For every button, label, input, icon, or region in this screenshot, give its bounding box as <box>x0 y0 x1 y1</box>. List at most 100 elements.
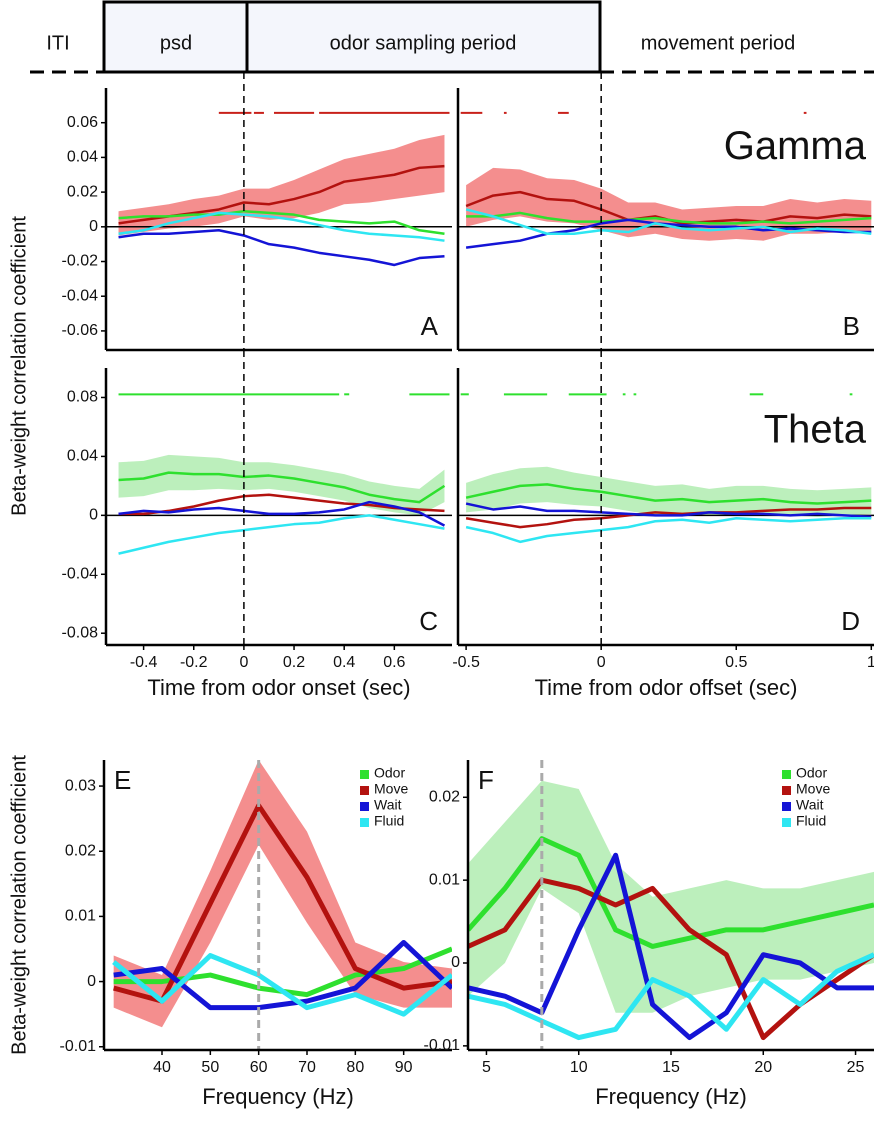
series-line <box>468 952 874 1041</box>
series-line <box>468 852 874 1041</box>
banner-box <box>102 0 602 74</box>
x-tick-label: -0.5 <box>452 654 480 671</box>
series-line <box>465 483 872 505</box>
legend-label: Odor <box>796 765 827 781</box>
x-axis-label: Time from odor onset (sec) <box>147 675 410 700</box>
y-tick-label: 0 <box>89 218 98 235</box>
banner-label: odor sampling period <box>330 32 517 54</box>
plot-area <box>106 111 452 267</box>
y-tick-label: 0.06 <box>67 114 98 131</box>
y-axis-label: Beta-weight correlation coefficient <box>8 755 30 1055</box>
panel-letter: C <box>419 606 438 636</box>
plot-area <box>468 780 874 1041</box>
panel-letter: D <box>841 606 860 636</box>
x-tick-label: 40 <box>153 1059 171 1076</box>
x-tick-label: 0.6 <box>383 654 405 671</box>
legend-label: Fluid <box>796 813 826 829</box>
series-line <box>118 229 445 267</box>
x-tick-label: 25 <box>847 1059 865 1076</box>
panel-letter: A <box>421 311 439 341</box>
series-line <box>465 502 872 519</box>
y-tick-label: 0.08 <box>67 389 98 406</box>
series-line <box>118 211 445 242</box>
series-line <box>465 506 872 529</box>
y-tick-label: -0.01 <box>424 1037 461 1054</box>
series-line <box>465 517 872 544</box>
series-line <box>118 500 446 527</box>
x-tick-label: 1 <box>867 654 874 671</box>
panel-letter: F <box>478 765 494 795</box>
panel-letter: B <box>843 311 860 341</box>
panel-letter: E <box>114 765 131 795</box>
y-tick-label: 0.01 <box>429 871 460 888</box>
plot-area <box>112 760 452 1028</box>
legend-swatch <box>782 818 791 827</box>
x-tick-label: 15 <box>662 1059 680 1076</box>
legend-swatch <box>360 770 369 779</box>
plot-area <box>458 393 874 544</box>
panel-title: Gamma <box>724 124 867 168</box>
x-tick-label: -0.4 <box>130 654 158 671</box>
confidence-band <box>118 134 445 236</box>
legend-label: Fluid <box>374 813 404 829</box>
panel: 0.06 0.04 0.02 0 -0.02 -0.04 -0.06 A Beta-weight… <box>8 72 452 516</box>
x-tick-label: 90 <box>395 1059 413 1076</box>
legend-swatch <box>782 802 791 811</box>
series-line <box>466 211 872 225</box>
y-tick-label: 0.03 <box>65 777 96 794</box>
y-axis-label: Beta-weight correlation coefficient <box>8 216 30 516</box>
banner-label: ITI <box>46 32 69 54</box>
panel: 0.03 0.02 0.01 0 -0.01 40 50 60 70 80 90 E Frequency… <box>8 755 452 1109</box>
panel: Gamma B <box>456 72 874 352</box>
panel: 0.08 0.04 0 -0.04 -0.08 -0.4 -0.2 0 0.2 0.4 0.6 C Ti… <box>62 350 452 700</box>
x-tick-label: 0 <box>597 654 606 671</box>
legend-label: Odor <box>374 765 405 781</box>
x-axis-label: Frequency (Hz) <box>202 1084 354 1109</box>
series-line <box>112 953 452 1017</box>
confidence-band <box>118 454 445 516</box>
y-tick-label: -0.08 <box>62 624 99 641</box>
x-tick-label: 60 <box>250 1059 268 1076</box>
x-tick-label: 80 <box>346 1059 364 1076</box>
x-tick-label: 70 <box>298 1059 316 1076</box>
legend-label: Wait <box>374 797 402 813</box>
banner: ITI psd odor sampling period movement pe… <box>30 0 874 74</box>
banner-label: movement period <box>641 32 796 54</box>
x-tick-label: 20 <box>754 1059 772 1076</box>
x-tick-label: 10 <box>570 1059 588 1076</box>
legend-swatch <box>782 786 791 795</box>
x-axis-label: Time from odor offset (sec) <box>535 675 798 700</box>
series-line <box>118 471 446 504</box>
series-line <box>113 939 452 1011</box>
y-tick-label: -0.04 <box>62 287 99 304</box>
panel: -0.5 0 0.5 1 Theta D Time from odor offset (se… <box>452 350 874 700</box>
plot-area <box>106 393 452 555</box>
panel: 0.02 0.01 0 -0.01 5 10 15 20 25 F Frequency (Hz) Od… <box>424 760 874 1109</box>
y-tick-label: 0 <box>89 507 98 524</box>
banner-label: psd <box>160 32 192 54</box>
x-tick-label: 0.2 <box>283 654 305 671</box>
legend-label: Move <box>796 781 830 797</box>
series-line <box>118 493 445 516</box>
y-tick-label: 0.02 <box>67 183 98 200</box>
legend-label: Wait <box>796 797 824 813</box>
y-tick-label: 0.02 <box>65 842 96 859</box>
series-line <box>118 514 445 555</box>
plot-area <box>458 111 874 249</box>
legend-swatch <box>782 770 791 779</box>
series-line <box>468 836 874 949</box>
series-line <box>113 803 452 1004</box>
legend-swatch <box>360 802 369 811</box>
legend-swatch <box>360 786 369 795</box>
series-line <box>465 208 872 235</box>
confidence-band <box>466 466 872 517</box>
x-tick-label: 5 <box>482 1059 491 1076</box>
x-tick-label: 0 <box>239 654 248 671</box>
panel-title: Theta <box>764 407 867 451</box>
y-tick-label: 0.04 <box>67 448 98 465</box>
y-tick-label: -0.02 <box>62 253 99 270</box>
x-tick-label: 0.4 <box>333 654 355 671</box>
y-tick-label: -0.04 <box>62 565 99 582</box>
